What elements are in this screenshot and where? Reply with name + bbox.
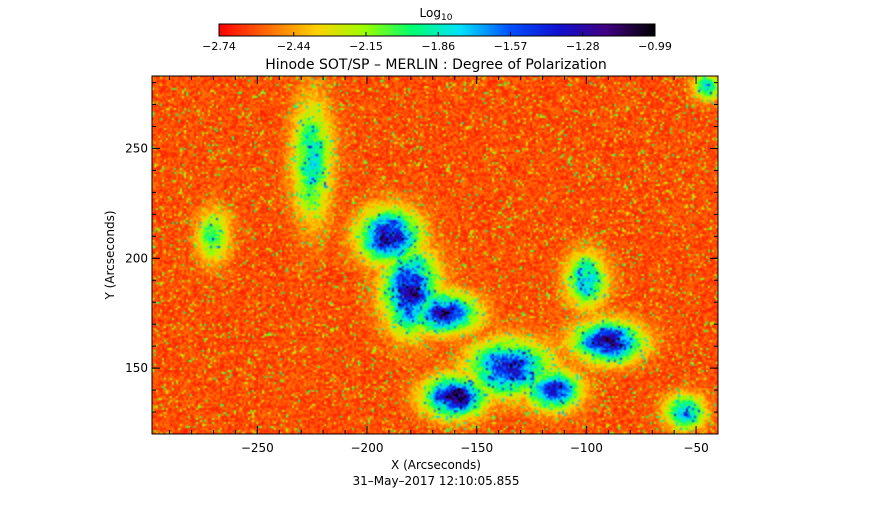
x-tick-label: −150 <box>460 441 493 455</box>
colorbar-label: Log10 <box>420 6 453 23</box>
x-tick-label: −250 <box>241 441 274 455</box>
y-tick-label: 150 <box>125 361 148 375</box>
colorbar-tick-label: −0.99 <box>638 40 672 53</box>
polarization-map <box>152 76 718 434</box>
x-tick-label: −200 <box>351 441 384 455</box>
x-tick-label: −100 <box>570 441 603 455</box>
chart-title: Hinode SOT/SP – MERLIN : Degree of Polar… <box>265 57 607 73</box>
colorbar-label-subscript: 10 <box>441 13 453 23</box>
plot-area: −250 −200 −150 −100 −50 150 200 250 <box>125 75 719 455</box>
colorbar: Log10 −2.74 −2.44 −2.15 −1.86 −1.57 −1.28 −0.9… <box>202 6 672 53</box>
timestamp: 31–May–2017 12:10:05.855 <box>352 474 519 488</box>
colorbar-tick-label: −1.86 <box>421 40 455 53</box>
colorbar-ticks: −2.74 −2.44 −2.15 −1.86 −1.57 −1.28 −0.99 <box>202 32 672 53</box>
colorbar-tick-label: −1.28 <box>566 40 600 53</box>
colorbar-bar <box>218 23 656 37</box>
colorbar-tick-label: −2.74 <box>202 40 236 53</box>
x-axis-label: X (Arcseconds) <box>391 458 481 472</box>
colorbar-tick-label: −2.15 <box>349 40 383 53</box>
x-tick-label: −50 <box>683 441 708 455</box>
x-axis-ticks: −250 −200 −150 −100 −50 <box>169 76 719 455</box>
colorbar-label-base: Log <box>420 6 441 20</box>
colorbar-tick-label: −1.57 <box>494 40 528 53</box>
plot-frame <box>151 75 719 435</box>
y-axis-ticks: 150 200 250 <box>125 82 718 413</box>
y-tick-label: 200 <box>125 251 148 265</box>
colorbar-tick-label: −2.44 <box>277 40 311 53</box>
y-axis-label: Y (Arcseconds) <box>103 210 117 300</box>
y-tick-label: 250 <box>125 141 148 155</box>
